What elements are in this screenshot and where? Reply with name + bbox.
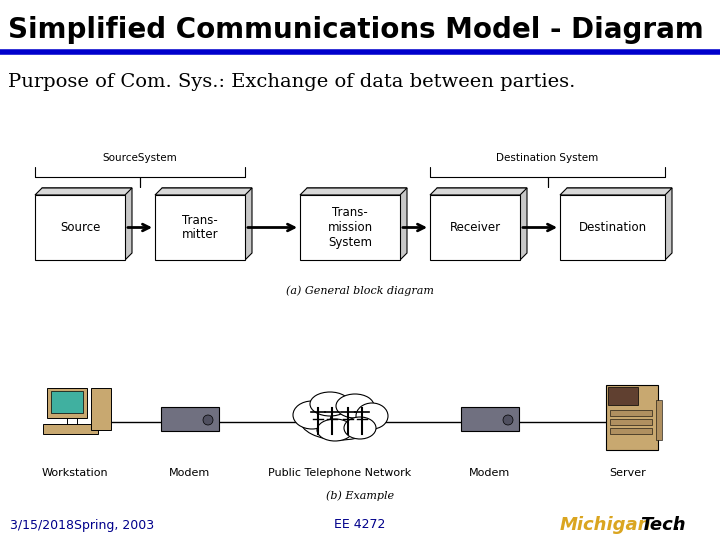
Text: Trans-
mission
System: Trans- mission System	[328, 206, 372, 249]
Text: Modem: Modem	[169, 468, 211, 478]
FancyBboxPatch shape	[300, 195, 400, 260]
FancyBboxPatch shape	[91, 388, 111, 430]
Text: SourceSystem: SourceSystem	[103, 153, 177, 163]
Text: .: .	[672, 516, 679, 534]
Polygon shape	[567, 188, 672, 260]
Polygon shape	[155, 188, 252, 195]
Ellipse shape	[310, 392, 350, 416]
Text: (a) General block diagram: (a) General block diagram	[286, 285, 434, 295]
Text: Public Telephone Network: Public Telephone Network	[269, 468, 412, 478]
Ellipse shape	[336, 394, 374, 418]
FancyBboxPatch shape	[155, 195, 245, 260]
FancyBboxPatch shape	[606, 385, 658, 450]
Text: EE 4272: EE 4272	[334, 518, 386, 531]
FancyBboxPatch shape	[610, 419, 652, 425]
Text: 3/15/2018Spring, 2003: 3/15/2018Spring, 2003	[10, 518, 154, 531]
Ellipse shape	[356, 403, 388, 429]
Text: (b) Example: (b) Example	[326, 490, 394, 501]
Text: Trans-
mitter: Trans- mitter	[181, 213, 218, 241]
Polygon shape	[560, 188, 672, 195]
Text: Modem: Modem	[469, 468, 510, 478]
FancyBboxPatch shape	[43, 424, 98, 434]
Polygon shape	[307, 188, 407, 260]
FancyBboxPatch shape	[47, 388, 87, 418]
FancyBboxPatch shape	[610, 428, 652, 434]
Ellipse shape	[300, 400, 380, 440]
FancyBboxPatch shape	[461, 407, 519, 431]
Text: Michigan: Michigan	[560, 516, 652, 534]
FancyBboxPatch shape	[35, 195, 125, 260]
Text: Tech: Tech	[640, 516, 685, 534]
Ellipse shape	[317, 419, 353, 441]
Ellipse shape	[344, 417, 376, 439]
FancyBboxPatch shape	[430, 195, 520, 260]
Circle shape	[203, 415, 213, 425]
FancyBboxPatch shape	[656, 400, 662, 440]
Text: Source: Source	[60, 221, 100, 234]
FancyBboxPatch shape	[51, 391, 83, 413]
Polygon shape	[35, 188, 132, 195]
Polygon shape	[437, 188, 527, 260]
Polygon shape	[430, 188, 527, 195]
Text: Destination: Destination	[578, 221, 647, 234]
Circle shape	[503, 415, 513, 425]
FancyBboxPatch shape	[560, 195, 665, 260]
Text: Receiver: Receiver	[449, 221, 500, 234]
Text: Simplified Communications Model - Diagram: Simplified Communications Model - Diagra…	[8, 16, 703, 44]
Polygon shape	[42, 188, 132, 260]
FancyBboxPatch shape	[608, 387, 638, 405]
Text: Destination System: Destination System	[496, 153, 598, 163]
FancyBboxPatch shape	[161, 407, 219, 431]
Polygon shape	[300, 188, 407, 195]
Text: Server: Server	[610, 468, 647, 478]
Text: Workstation: Workstation	[42, 468, 108, 478]
Ellipse shape	[293, 401, 331, 429]
FancyBboxPatch shape	[610, 410, 652, 416]
Polygon shape	[162, 188, 252, 260]
Text: Purpose of Com. Sys.: Exchange of data between parties.: Purpose of Com. Sys.: Exchange of data b…	[8, 73, 575, 91]
